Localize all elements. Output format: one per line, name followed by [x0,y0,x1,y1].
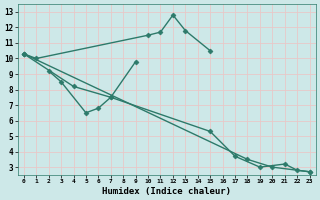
X-axis label: Humidex (Indice chaleur): Humidex (Indice chaleur) [102,187,231,196]
